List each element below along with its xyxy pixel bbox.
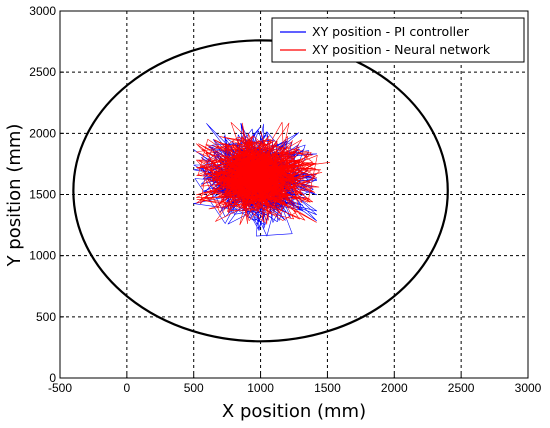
y-axis-label: Y position (mm) — [4, 124, 25, 268]
y-ticks: 0 500 1000 1500 2000 2500 3000 — [29, 4, 64, 385]
x-ticks: -500 0 500 1000 1500 2000 2500 3000 — [48, 374, 542, 395]
y-tick-label: 3000 — [29, 4, 56, 18]
x-axis-label: X position (mm) — [222, 401, 366, 422]
legend-box — [271, 17, 525, 63]
grid — [60, 11, 528, 378]
legend: XY position - PI controller XY position … — [271, 17, 525, 63]
y-tick-label: 0 — [49, 371, 56, 385]
x-tick-label: 2000 — [381, 381, 408, 395]
x-tick-label: -500 — [48, 381, 72, 395]
y-tick-label: 500 — [36, 310, 56, 324]
y-tick-label: 2000 — [29, 126, 56, 140]
y-tick-label: 2500 — [29, 65, 56, 79]
series-line-1 — [196, 121, 331, 226]
x-tick-label: 3000 — [515, 381, 542, 395]
y-tick-label: 1500 — [29, 188, 56, 202]
x-tick-label: 2500 — [448, 381, 475, 395]
x-tick-label: 500 — [184, 381, 204, 395]
legend-label-nn: XY position - Neural network — [312, 42, 491, 57]
series-layer — [193, 121, 331, 237]
x-tick-label: 0 — [124, 381, 131, 395]
boundary-ellipse — [72, 39, 449, 343]
y-tick-label: 1000 — [29, 249, 56, 263]
legend-label-pi: XY position - PI controller — [312, 24, 470, 39]
x-tick-label: 1000 — [247, 381, 274, 395]
x-tick-label: 1500 — [314, 381, 341, 395]
boundary-layer — [72, 39, 449, 343]
